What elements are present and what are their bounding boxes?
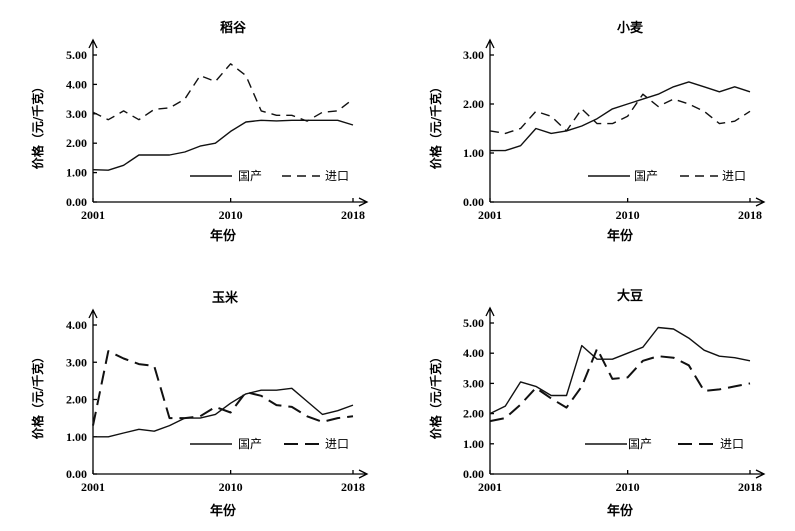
- chart-panel-1: 稻谷 0.00 1.00 2.00 3.00 4.00 5.00 2001 2010 2018 年份…: [30, 20, 369, 244]
- x-tick-label: 2010: [616, 208, 640, 222]
- y-tick-label: 2.00: [463, 97, 484, 111]
- x-tick-label: 2018: [738, 208, 762, 222]
- y-tick-label: 0.00: [66, 195, 87, 209]
- y-axis-label: 价格（元/千克）: [428, 81, 443, 169]
- x-tick-label: 2018: [341, 480, 365, 494]
- x-tick-label: 2010: [219, 208, 243, 222]
- series-line-import: [92, 350, 354, 426]
- chart-title: 玉米: [212, 290, 239, 306]
- series-line-import: [489, 347, 751, 423]
- x-tick-label: 2001: [478, 208, 502, 222]
- y-tick-label: 2.00: [66, 393, 87, 407]
- chart-panel-2: 小麦 0.00 1.00 2.00 3.00 2001 2010 2018 年份 价格（元/千克）…: [428, 20, 766, 244]
- y-tick-label: 3.00: [66, 107, 87, 121]
- y-tick-label: 1.00: [463, 146, 484, 160]
- x-axis-arrow: [755, 197, 766, 207]
- x-axis-label: 年份: [607, 228, 634, 244]
- legend-label-domestic: 国产: [628, 437, 652, 451]
- chart-panel-4: 大豆 0.00 1.00 2.00 3.00 4.00 5.00 2001 2010 2018 年份…: [428, 288, 766, 519]
- x-tick-label: 2001: [81, 208, 105, 222]
- y-axis-arrow: [88, 38, 98, 49]
- chart-panel-3: 玉米 0.00 1.00 2.00 3.00 4.00 2001 2010 2018 年份 价格（元…: [30, 290, 369, 519]
- y-tick-label: 0.00: [463, 195, 484, 209]
- x-tick-label: 2001: [478, 480, 502, 494]
- legend-label-import: 进口: [720, 437, 744, 451]
- y-tick-label: 4.00: [66, 318, 87, 332]
- y-axis-arrow: [485, 38, 495, 49]
- series-line-domestic: [93, 387, 354, 438]
- y-tick-label: 2.00: [66, 136, 87, 150]
- x-tick-label: 2010: [616, 480, 640, 494]
- y-axis-label: 价格（元/千克）: [428, 351, 443, 439]
- x-tick-label: 2001: [81, 480, 105, 494]
- x-axis-label: 年份: [210, 228, 237, 244]
- x-axis-arrow: [358, 469, 369, 479]
- x-axis-arrow: [755, 469, 766, 479]
- chart-title: 小麦: [617, 20, 644, 36]
- y-tick-label: 4.00: [66, 77, 87, 91]
- y-tick-label: 3.00: [463, 48, 484, 62]
- x-tick-label: 2018: [341, 208, 365, 222]
- y-tick-label: 1.00: [463, 437, 484, 451]
- x-tick-label: 2010: [219, 480, 243, 494]
- y-tick-label: 1.00: [66, 166, 87, 180]
- chart-title: 稻谷: [220, 20, 247, 36]
- legend-label-domestic: 国产: [238, 169, 262, 183]
- legend-label-import: 进口: [722, 169, 746, 183]
- series-line-domestic: [489, 326, 751, 415]
- x-tick-label: 2018: [738, 480, 762, 494]
- y-tick-label: 5.00: [463, 316, 484, 330]
- y-axis-label: 价格（元/千克）: [30, 351, 45, 439]
- y-tick-label: 1.00: [66, 430, 87, 444]
- legend-label-domestic: 国产: [634, 169, 658, 183]
- x-axis-arrow: [358, 197, 369, 207]
- x-axis-label: 年份: [607, 503, 634, 519]
- legend-label-domestic: 国产: [238, 437, 262, 451]
- y-axis-arrow: [485, 306, 495, 317]
- series-line-import: [489, 93, 751, 135]
- series-line-domestic: [490, 81, 751, 152]
- legend-label-import: 进口: [325, 169, 349, 183]
- y-tick-label: 4.00: [463, 346, 484, 360]
- y-tick-label: 3.00: [66, 355, 87, 369]
- series-line-domestic: [92, 119, 354, 171]
- y-tick-label: 3.00: [463, 376, 484, 390]
- y-tick-label: 0.00: [66, 467, 87, 481]
- y-axis-arrow: [88, 308, 98, 319]
- chart-title: 大豆: [617, 288, 643, 304]
- y-tick-label: 5.00: [66, 48, 87, 62]
- legend-label-import: 进口: [325, 437, 349, 451]
- y-tick-label: 2.00: [463, 407, 484, 421]
- series-line-import: [92, 63, 354, 122]
- x-axis-label: 年份: [210, 503, 237, 519]
- y-tick-label: 0.00: [463, 467, 484, 481]
- y-axis-label: 价格（元/千克）: [30, 81, 45, 169]
